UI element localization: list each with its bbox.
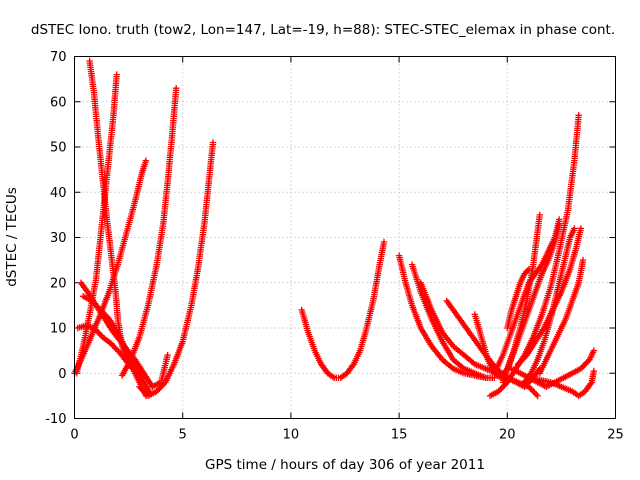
series-arc-5 <box>73 71 120 377</box>
series-markers <box>395 252 498 381</box>
series-markers <box>508 365 598 400</box>
series-arc-17 <box>499 220 563 386</box>
y-tick-label: 40 <box>50 186 67 201</box>
series-arc-21 <box>508 365 598 400</box>
series-markers <box>136 139 217 400</box>
series-arc-7 <box>118 85 180 379</box>
series-arc-4 <box>86 57 150 400</box>
series-markers <box>536 256 587 377</box>
y-tick-label: -10 <box>45 412 66 427</box>
y-tick-label: 70 <box>50 50 67 65</box>
x-tick-label: 0 <box>70 428 78 443</box>
series-markers <box>86 57 150 400</box>
y-tick-label: 10 <box>50 322 67 337</box>
x-tick-label: 10 <box>283 428 300 443</box>
x-tick-label: 15 <box>391 428 408 443</box>
y-axis-label: dSTEC / TECUs <box>4 187 20 287</box>
y-tick-label: 0 <box>58 367 66 382</box>
x-axis-label: GPS time / hours of day 306 of year 2011 <box>205 457 485 473</box>
series-markers <box>521 225 578 386</box>
series-arc-8 <box>136 139 217 400</box>
x-tick-label: 5 <box>179 428 187 443</box>
series-arc-18 <box>504 266 533 332</box>
tick-labels: 0 5 10 15 20 25 -10 0 10 20 30 40 50 60 70 <box>45 50 624 443</box>
series-arc-11 <box>408 261 496 381</box>
plot-frame <box>74 56 616 419</box>
y-tick-label: 30 <box>50 231 67 246</box>
series-arc-23 <box>521 225 578 386</box>
y-tick-label: 50 <box>50 141 67 156</box>
x-tick-label: 20 <box>499 428 516 443</box>
x-tick-label: 25 <box>607 428 624 443</box>
plot-area <box>71 57 598 400</box>
chart-title: dSTEC Iono. truth (tow2, Lon=147, Lat=-1… <box>31 22 615 38</box>
series-markers <box>408 261 496 381</box>
series-arc-9 <box>298 238 388 381</box>
series-markers <box>118 85 180 379</box>
y-tick-label: 20 <box>50 276 67 291</box>
series-markers <box>298 238 388 381</box>
series-arc-10 <box>395 252 498 381</box>
grid <box>74 56 616 419</box>
y-tick-label: 60 <box>50 95 67 110</box>
series-markers <box>73 71 120 377</box>
series-arc-22 <box>536 256 587 377</box>
series-markers <box>504 266 533 332</box>
series-markers <box>499 220 563 386</box>
